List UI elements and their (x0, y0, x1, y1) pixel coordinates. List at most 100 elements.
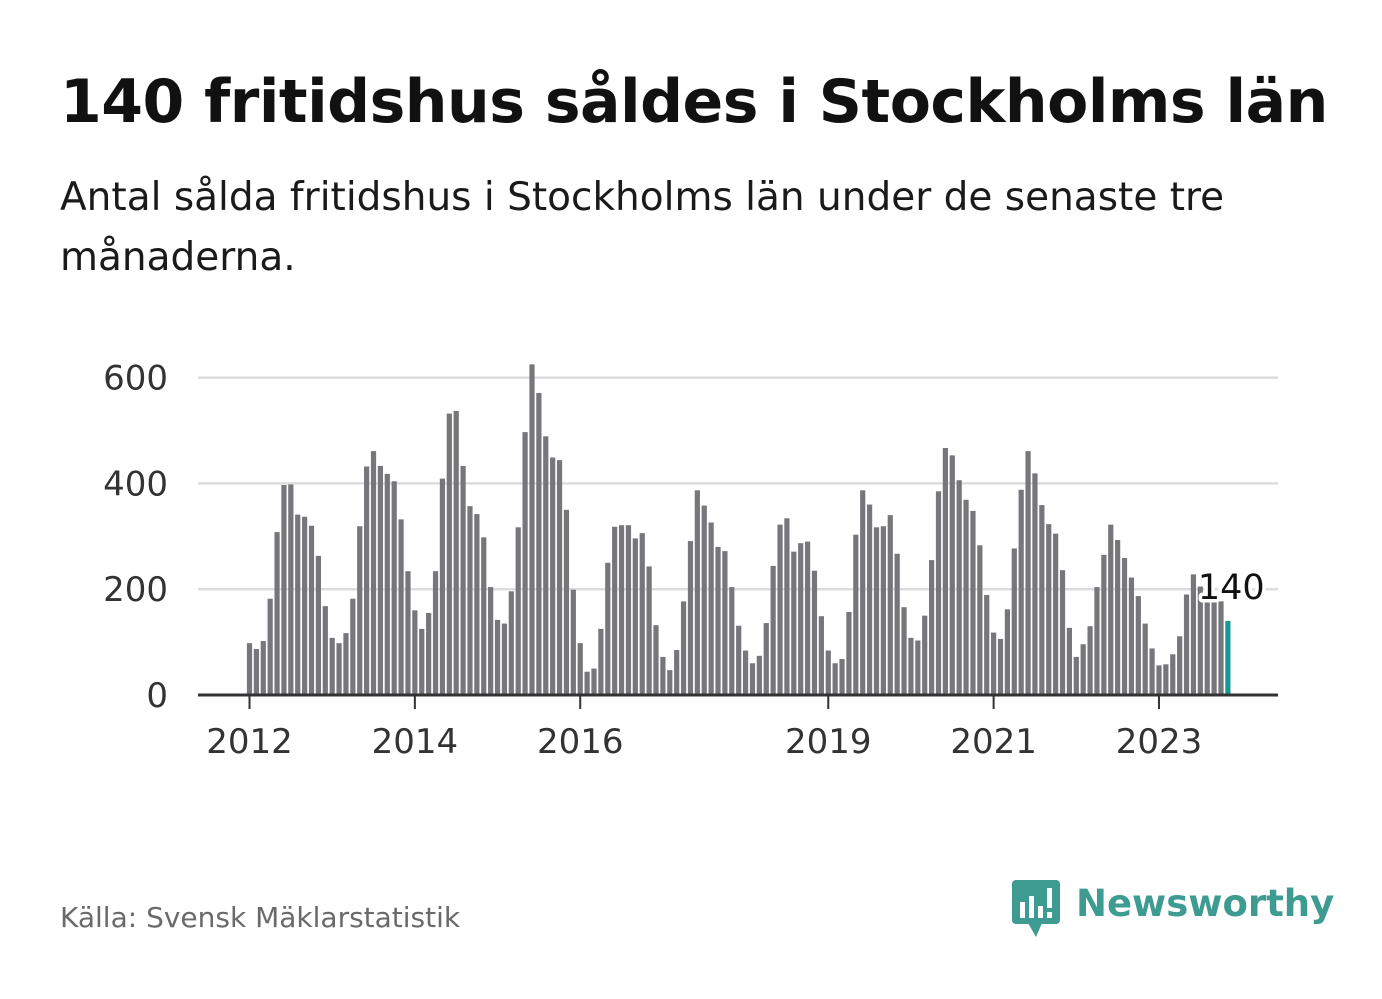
bar (1080, 644, 1086, 695)
bar (398, 519, 404, 695)
bar (253, 648, 259, 695)
bar (426, 613, 432, 695)
bar (887, 515, 893, 695)
bar (701, 505, 707, 695)
bar (653, 625, 659, 695)
x-tick-label: 2023 (1116, 722, 1203, 762)
y-tick-label: 200 (103, 570, 168, 610)
bar (281, 484, 287, 695)
bar (687, 541, 694, 695)
bar (308, 525, 315, 695)
bar (522, 432, 528, 695)
bar (977, 545, 983, 695)
bar (536, 392, 542, 695)
bar (591, 668, 597, 695)
bar (453, 410, 459, 695)
bar (364, 466, 370, 695)
bar (556, 460, 563, 695)
bar (1183, 594, 1190, 695)
bar (329, 637, 335, 695)
bar (963, 499, 969, 695)
bar (563, 509, 570, 695)
bar (246, 643, 253, 695)
bar (612, 526, 618, 695)
bar (384, 473, 390, 695)
bar (639, 533, 645, 695)
bar (908, 637, 914, 695)
bar (749, 663, 756, 695)
bar (467, 506, 473, 695)
bar (736, 625, 742, 695)
bar (956, 480, 962, 695)
bar (370, 451, 377, 695)
bar (880, 526, 886, 695)
bar (501, 623, 508, 695)
chart-title: 140 fritidshus såldes i Stockholms län (60, 67, 1328, 137)
bar (605, 562, 611, 695)
bar (357, 526, 363, 695)
bar (618, 525, 625, 695)
x-tick-label: 2014 (372, 722, 459, 762)
x-tick-label: 2012 (206, 722, 293, 762)
highlight-label-halo: 140 (1198, 568, 1265, 608)
bar (798, 543, 804, 695)
bar (288, 484, 294, 695)
bar (804, 541, 811, 695)
bar (1059, 570, 1066, 695)
bar (997, 638, 1004, 695)
chart-bubble-icon (1012, 880, 1060, 937)
bar (1190, 574, 1197, 695)
bar (1211, 597, 1217, 695)
bar (1163, 664, 1169, 695)
bar (315, 555, 321, 695)
bar (1018, 489, 1024, 695)
bar (419, 628, 425, 696)
bar (832, 663, 838, 695)
bar (322, 606, 328, 695)
bar (432, 571, 439, 695)
bar (1011, 548, 1017, 695)
x-tick-label: 2021 (950, 722, 1037, 762)
bar (350, 598, 356, 695)
x-tick-label: 2019 (785, 722, 872, 762)
bar (625, 525, 632, 695)
bar (391, 481, 397, 695)
bar (860, 490, 866, 695)
bar (1177, 636, 1183, 695)
bar (646, 566, 652, 695)
bar (260, 641, 266, 695)
highlight-label: 140 (1198, 568, 1265, 608)
bar (295, 514, 301, 695)
bar (343, 633, 349, 695)
bar (267, 598, 273, 695)
bar (1053, 533, 1059, 695)
bar (674, 650, 680, 695)
bar (742, 650, 749, 695)
bar (991, 632, 997, 695)
bar (867, 504, 873, 695)
bar (660, 656, 666, 695)
bar (949, 455, 955, 695)
bar (1135, 596, 1141, 695)
y-tick-label: 0 (146, 676, 168, 716)
bar (1073, 656, 1079, 695)
bar (984, 595, 990, 695)
x-tick-label: 2016 (537, 722, 624, 762)
bar (680, 601, 687, 695)
bar (894, 553, 900, 695)
bar (405, 571, 411, 695)
bar (1039, 505, 1045, 695)
bar (577, 643, 583, 695)
bar (488, 587, 494, 695)
bar (529, 364, 535, 696)
bar (873, 527, 880, 695)
bar (1032, 473, 1038, 695)
bar-highlight (1225, 620, 1231, 695)
bar (412, 610, 418, 695)
bar (901, 607, 907, 695)
chart-subtitle: Antal sålda fritidshus i Stockholms län … (60, 175, 1225, 280)
bar (929, 560, 935, 695)
bar (1170, 654, 1176, 695)
bar (1087, 626, 1093, 695)
bar (274, 532, 280, 695)
